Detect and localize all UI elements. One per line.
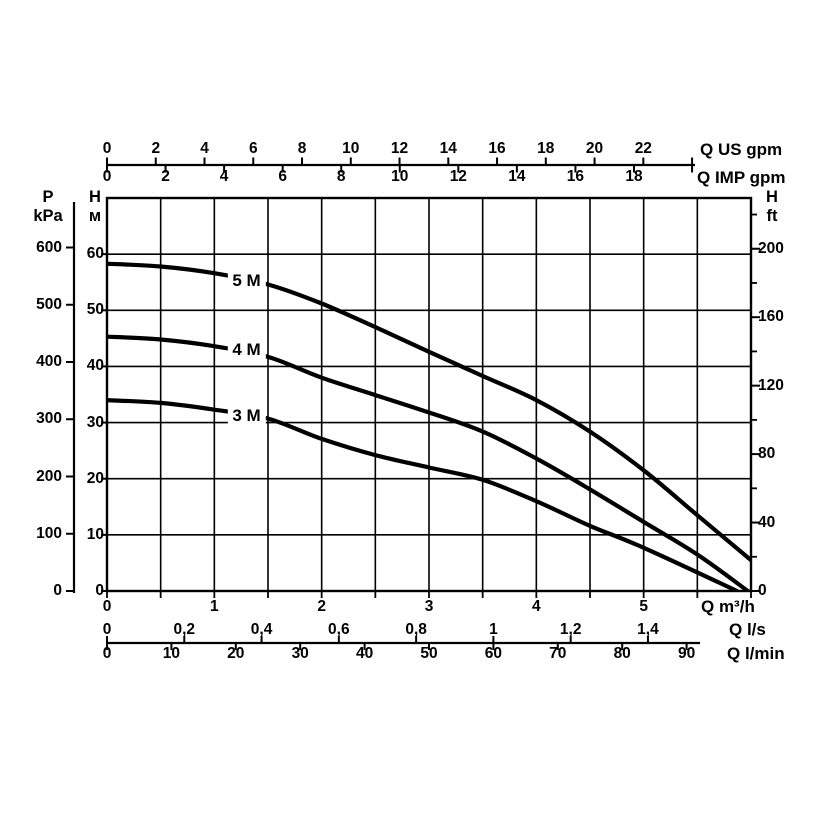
head-ft-tick-label: 80 xyxy=(758,445,776,463)
lmin-tick-label: 0 xyxy=(102,645,112,662)
head-m-tick-label: 10 xyxy=(86,525,104,543)
head-ft-axis-title: H ft xyxy=(754,188,790,226)
lmin-tick-label: 60 xyxy=(484,645,503,662)
us-gpm-tick-label: 16 xyxy=(488,140,506,157)
pump-curves xyxy=(107,261,751,591)
lmin-tick-label: 40 xyxy=(355,645,374,662)
lmin-tick-label: 50 xyxy=(420,645,438,662)
pump-curve-3m xyxy=(107,398,740,591)
ls-axis-title: Q l/s xyxy=(729,620,766,639)
head-m-tick-label: 30 xyxy=(86,413,104,431)
lmin-tick-label: 10 xyxy=(162,645,181,662)
curve-label-5m: 5 M xyxy=(227,269,266,292)
us-gpm-tick-label: 0 xyxy=(102,140,112,157)
imp-gpm-axis-title: Q IMP gpm xyxy=(697,168,786,187)
pump-curve-5m xyxy=(107,261,751,563)
kpa-tick-label: 400 xyxy=(36,353,62,370)
us-gpm-tick-label: 14 xyxy=(439,140,457,157)
imp-gpm-tick-label: 0 xyxy=(102,168,112,185)
imp-gpm-tick-label: 12 xyxy=(449,168,467,185)
head-ft-axis xyxy=(751,213,760,592)
m3h-tick-label: 0 xyxy=(102,598,112,615)
ls-tick-label: 0,4 xyxy=(250,621,273,638)
imp-gpm-tick-label: 14 xyxy=(508,168,526,185)
ls-tick-label: 0 xyxy=(102,621,112,638)
ls-tick-label: 1 xyxy=(489,621,498,638)
us-gpm-axis-title: Q US gpm xyxy=(700,140,783,159)
kpa-tick-label: 300 xyxy=(36,410,62,428)
head-m-tick-label: 0 xyxy=(95,582,104,599)
head-ft-tick-label: 40 xyxy=(758,513,776,531)
chart-grid xyxy=(107,198,751,591)
kpa-tick-label: 0 xyxy=(53,582,62,599)
head-m-axis xyxy=(101,253,107,592)
m3h-tick-label: 4 xyxy=(532,598,541,615)
lmin-tick-label: 90 xyxy=(677,645,696,662)
imp-gpm-tick-label: 18 xyxy=(625,168,643,185)
m3h-tick-label: 1 xyxy=(210,598,219,615)
lmin-tick-label: 30 xyxy=(291,645,309,662)
lmin-tick-label: 70 xyxy=(549,645,567,662)
head-m-tick-label: 40 xyxy=(86,357,104,375)
us-gpm-tick-label: 12 xyxy=(390,140,409,157)
imp-gpm-tick-label: 6 xyxy=(278,168,287,185)
head-ft-tick-label: 120 xyxy=(758,376,784,394)
kpa-axis-title-line2: kPa xyxy=(33,207,63,225)
head-ft-tick-label: 200 xyxy=(758,239,784,257)
lmin-tick-label: 80 xyxy=(613,645,631,662)
head-ft-axis-title-line1: H xyxy=(766,188,778,206)
m3h-tick-label: 3 xyxy=(424,598,434,615)
us-gpm-tick-label: 10 xyxy=(342,140,360,157)
ls-tick-label: 1,2 xyxy=(559,621,582,638)
imp-gpm-tick-label: 2 xyxy=(161,168,170,185)
top-gpm-axis xyxy=(106,157,695,173)
head-ft-axis-title-line2: ft xyxy=(766,207,778,225)
imp-gpm-tick-label: 8 xyxy=(336,168,346,185)
kpa-axis-title: P kPa xyxy=(22,188,74,226)
kpa-axis-title-line1: P xyxy=(42,188,54,206)
head-m-tick-label: 20 xyxy=(86,469,104,487)
m3h-axis-title: Q m³/h xyxy=(701,597,755,616)
head-m-tick-label: 60 xyxy=(86,245,104,263)
m3h-tick-label: 5 xyxy=(639,598,648,615)
us-gpm-tick-label: 18 xyxy=(537,140,555,157)
us-gpm-tick-label: 20 xyxy=(585,140,604,157)
head-m-axis-title-line1: H xyxy=(89,188,101,206)
kpa-tick-label: 600 xyxy=(36,238,62,256)
head-ft-tick-label: 160 xyxy=(758,308,784,326)
m3h-axis xyxy=(106,591,752,598)
head-m-tick-label: 50 xyxy=(86,301,104,319)
ls-tick-label: 0,8 xyxy=(405,621,427,638)
kpa-tick-label: 500 xyxy=(36,295,62,313)
head-m-axis-title-line2: м xyxy=(88,207,102,225)
head-ft-tick-label: 0 xyxy=(758,582,767,599)
us-gpm-tick-label: 2 xyxy=(151,140,161,157)
imp-gpm-tick-label: 4 xyxy=(219,168,229,185)
us-gpm-tick-label: 8 xyxy=(297,140,307,157)
kpa-tick-label: 200 xyxy=(36,467,62,485)
curve-label-4m: 4 M xyxy=(227,339,266,362)
kpa-tick-label: 100 xyxy=(36,524,62,542)
ls-tick-label: 0,2 xyxy=(173,621,196,638)
ls-tick-label: 0,6 xyxy=(328,621,350,638)
lmin-axis-title: Q l/min xyxy=(727,644,785,663)
us-gpm-tick-label: 4 xyxy=(200,140,209,157)
ls-tick-label: 1,4 xyxy=(637,621,659,638)
imp-gpm-tick-label: 10 xyxy=(391,168,409,185)
lmin-tick-label: 20 xyxy=(227,645,245,662)
m3h-tick-label: 2 xyxy=(317,598,326,615)
bottom-flow-axis xyxy=(106,636,700,650)
imp-gpm-tick-label: 16 xyxy=(566,168,585,185)
curve-label-3m: 3 M xyxy=(227,405,266,428)
us-gpm-tick-label: 22 xyxy=(634,140,652,157)
head-m-axis-title: H м xyxy=(80,188,110,226)
us-gpm-tick-label: 6 xyxy=(248,140,258,157)
kpa-axis xyxy=(66,202,76,593)
pump-curve-4m xyxy=(107,334,750,591)
